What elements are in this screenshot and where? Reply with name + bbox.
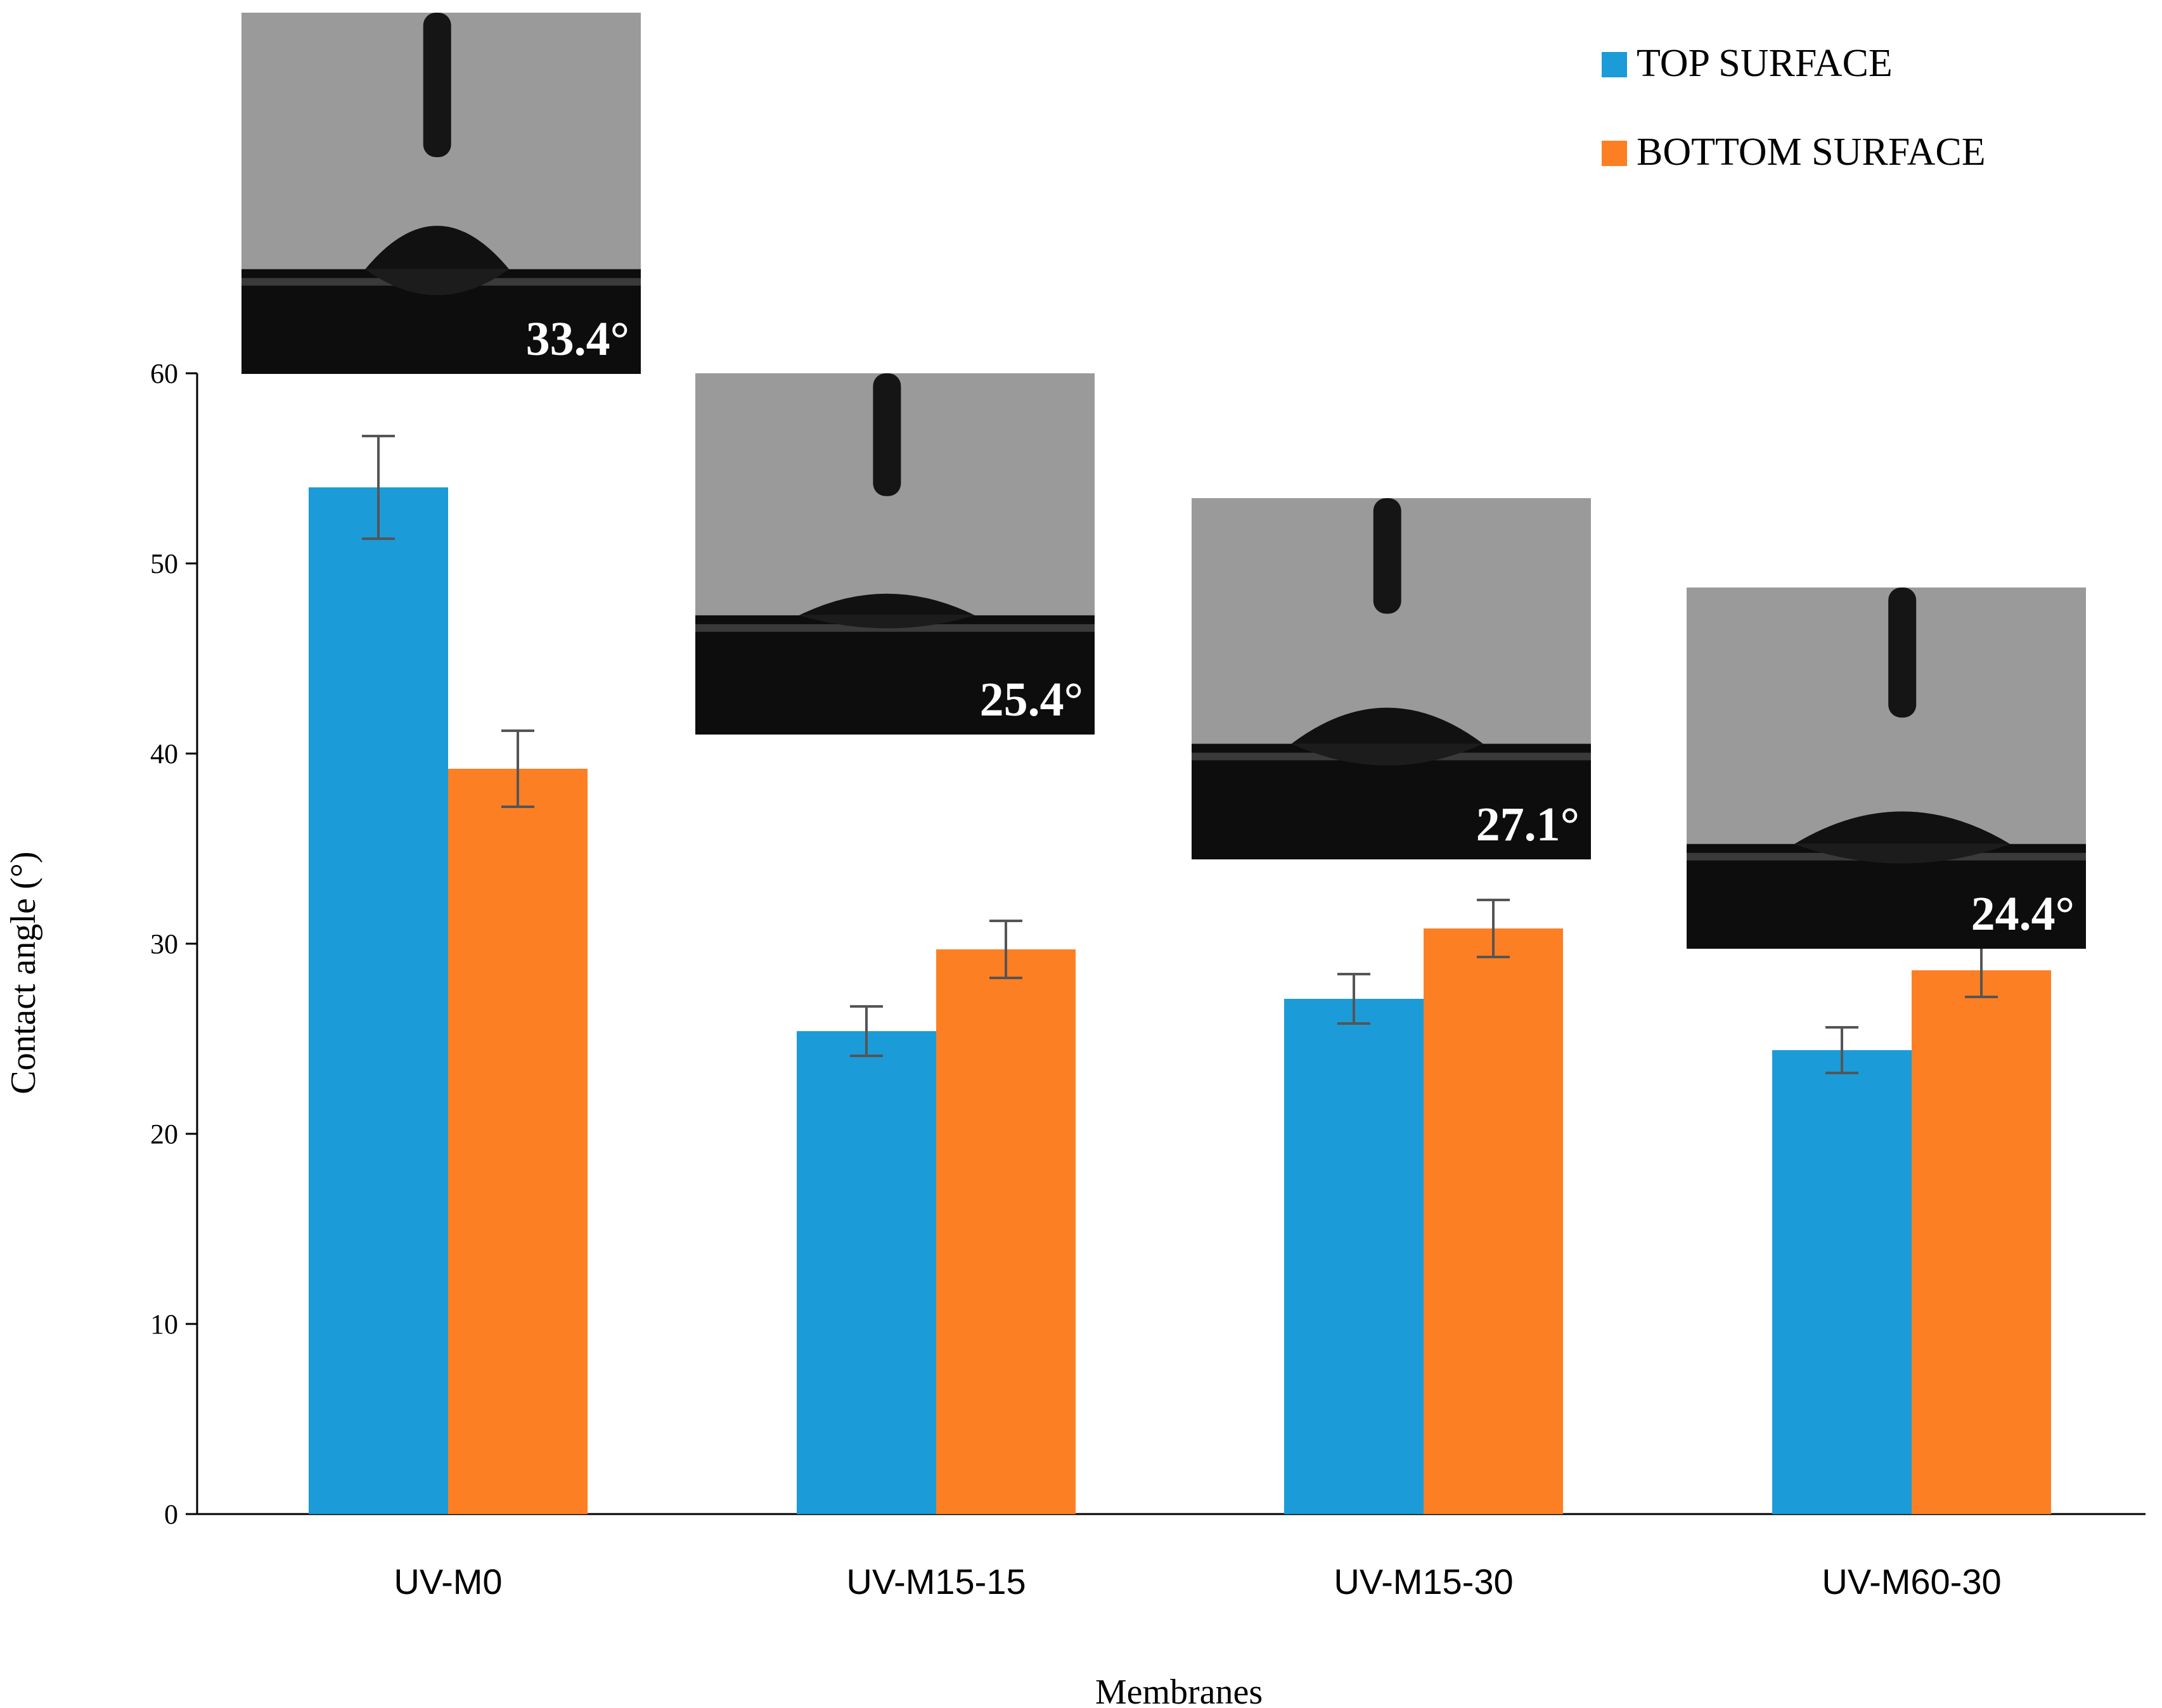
droplet-reflection [1291,743,1483,766]
legend-swatch [1602,141,1627,166]
y-tick-label: 30 [150,928,178,960]
inset-angle-label: 33.4° [526,312,629,366]
y-tick-label: 40 [150,738,178,769]
bar [1912,970,2051,1514]
bar [1772,1050,1912,1514]
droplet [1291,707,1483,744]
x-axis-title: Membranes [1095,1673,1263,1708]
inset-substrate [695,615,1095,735]
axes: 0 10 20 30 40 50 60 UV-M0 UV-M15-15 UV-M15-30 UV-M… [150,358,2146,1602]
droplet-inset: 33.4° [241,13,641,374]
y-tick-label: 0 [164,1499,178,1530]
y-tick-label: 10 [150,1309,178,1340]
x-category-label: UV-M15-15 [846,1562,1026,1602]
y-tick-label: 20 [150,1119,178,1150]
inset-angle-label: 25.4° [980,673,1083,726]
x-category-label: UV-M60-30 [1822,1562,2001,1602]
bar [309,487,448,1514]
bar [797,1031,936,1514]
droplet-reflection [1794,844,2011,864]
bar [1284,999,1424,1514]
droplet [1794,811,2011,844]
x-category-label: UV-M0 [394,1562,502,1602]
droplet [799,593,975,615]
legend-label: BOTTOM SURFACE [1637,131,1986,174]
legend-swatch [1602,52,1627,77]
droplet-reflection [799,615,975,629]
needle [423,13,451,157]
inset-angle-label: 24.4° [1971,887,2075,941]
bar [448,769,588,1514]
needle [1373,498,1401,614]
y-axis-title: Contact angle (°) [4,851,43,1094]
droplet-inset: 24.4° [1687,588,2086,949]
x-category-label: UV-M15-30 [1334,1562,1513,1602]
droplet [365,226,510,269]
droplet-reflection [365,269,510,295]
legend: TOP SURFACE BOTTOM SURFACE [1602,42,1986,174]
bar [936,949,1076,1514]
droplet-inset: 27.1° [1192,498,1591,859]
droplet-inset: 25.4° [695,373,1095,735]
inset-angle-label: 27.1° [1476,798,1580,851]
needle [1888,588,1917,718]
needle [873,373,901,496]
bar [1424,928,1563,1514]
legend-label: TOP SURFACE [1637,42,1893,85]
y-tick-label: 50 [150,548,178,579]
bars [309,487,2051,1514]
y-tick-label: 60 [150,358,178,389]
droplet-insets: 33.4° 25.4° 27.1° 24.4° [241,13,2086,949]
